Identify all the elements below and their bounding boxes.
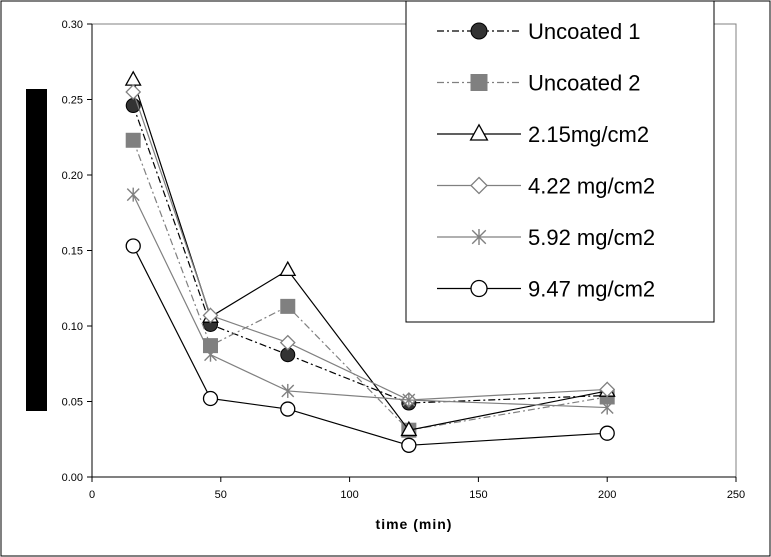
y-tick-label: 0.15: [62, 246, 83, 258]
legend-entry: 4.22 mg/cm2: [437, 174, 655, 199]
legend-label: Uncoated 2: [528, 71, 641, 96]
data-point: [202, 307, 219, 324]
y-tick-label: 0.20: [62, 170, 83, 182]
legend-label: 4.22 mg/cm2: [528, 174, 655, 199]
x-tick-label: 150: [469, 489, 487, 501]
legend: Uncoated 1 Uncoated 2 2.15mg/cm2 4.22 mg/cm…: [405, 0, 715, 323]
x-tick-label: 250: [727, 489, 745, 501]
legend-label: 5.92 mg/cm2: [528, 225, 655, 250]
data-point: [600, 400, 614, 415]
series-layer: [124, 70, 616, 453]
legend-marker: [470, 22, 488, 40]
data-point: [204, 347, 217, 362]
data-point: [125, 238, 141, 254]
x-tick-label: 200: [598, 489, 616, 501]
y-tick-label: 0.05: [62, 397, 83, 409]
legend-entry: 9.47 mg/cm2: [437, 277, 655, 302]
axes: 0.00 0.05 0.10 0.15 0.20 0.25 0.30 0 50 100 150 200…: [62, 19, 746, 501]
x-tick-label: 0: [89, 489, 95, 501]
data-point: [279, 260, 297, 277]
y-tick-label: 0.10: [62, 321, 83, 333]
legend-entry: 2.15mg/cm2: [437, 122, 649, 147]
data-point: [400, 420, 418, 437]
series-5: [125, 238, 615, 453]
x-axis-label: time (min): [376, 516, 453, 532]
data-point: [280, 401, 296, 417]
series-4: [126, 187, 614, 415]
data-point: [599, 381, 616, 398]
legend-marker: [469, 123, 489, 141]
data-point: [599, 425, 615, 441]
data-point: [202, 390, 219, 407]
x-tick-label: 50: [215, 489, 227, 501]
legend-marker: [470, 279, 488, 298]
legend-label: 9.47 mg/cm2: [528, 277, 655, 302]
data-point: [125, 84, 142, 100]
data-point: [401, 437, 417, 453]
y-tick-label: 0.00: [62, 472, 83, 484]
legend-box: [405, 0, 715, 323]
legend-label: 2.15mg/cm2: [528, 122, 649, 147]
legend-label: Uncoated 1: [528, 19, 641, 44]
data-point: [126, 187, 140, 202]
legend-marker: [471, 229, 487, 245]
legend-entry: Uncoated 2: [437, 71, 641, 96]
data-point: [279, 334, 296, 351]
x-tick-label: 100: [340, 489, 358, 501]
data-point: [281, 383, 295, 398]
y-tick-label: 0.25: [62, 95, 83, 107]
legend-marker: [470, 74, 488, 91]
data-point: [402, 392, 416, 407]
data-point: [125, 132, 141, 148]
legend-marker: [470, 176, 488, 195]
data-point: [280, 298, 296, 314]
ylabel-redaction-bar: [26, 89, 47, 411]
legend-entry: Uncoated 1: [437, 19, 641, 44]
y-tick-label: 0.30: [62, 19, 83, 31]
legend-entry: 5.92 mg/cm2: [437, 225, 655, 250]
